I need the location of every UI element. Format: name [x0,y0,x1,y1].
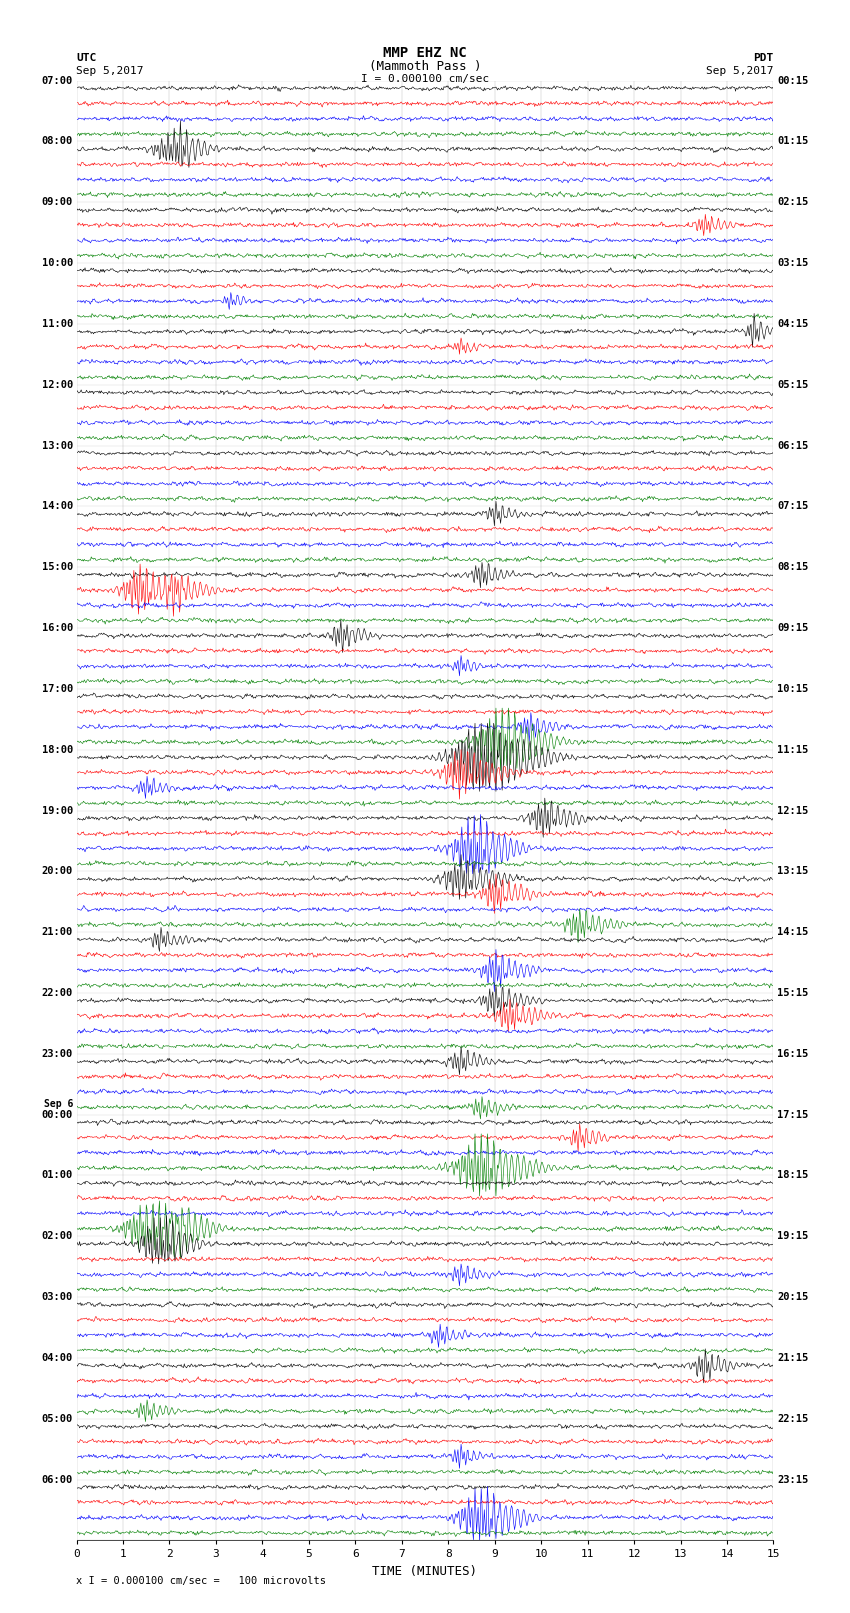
Text: 04:00: 04:00 [42,1353,73,1363]
Text: 07:00: 07:00 [42,76,73,85]
Text: 16:15: 16:15 [777,1048,808,1058]
Text: 15:15: 15:15 [777,989,808,998]
Text: (Mammoth Pass ): (Mammoth Pass ) [369,60,481,73]
Text: 11:15: 11:15 [777,745,808,755]
Text: 21:00: 21:00 [42,927,73,937]
Text: PDT: PDT [753,53,774,63]
Text: Sep 5,2017: Sep 5,2017 [706,66,774,76]
Text: 12:00: 12:00 [42,379,73,390]
Text: 13:00: 13:00 [42,440,73,450]
Text: 22:00: 22:00 [42,989,73,998]
Text: 05:15: 05:15 [777,379,808,390]
Text: 02:00: 02:00 [42,1231,73,1242]
Text: 12:15: 12:15 [777,805,808,816]
Text: 14:00: 14:00 [42,502,73,511]
Text: 13:15: 13:15 [777,866,808,876]
X-axis label: TIME (MINUTES): TIME (MINUTES) [372,1565,478,1578]
Text: 03:00: 03:00 [42,1292,73,1302]
Text: 05:00: 05:00 [42,1413,73,1424]
Text: 17:00: 17:00 [42,684,73,694]
Text: 01:15: 01:15 [777,137,808,147]
Text: 18:15: 18:15 [777,1171,808,1181]
Text: 15:00: 15:00 [42,563,73,573]
Text: 14:15: 14:15 [777,927,808,937]
Text: 16:00: 16:00 [42,623,73,632]
Text: 09:15: 09:15 [777,623,808,632]
Text: 10:00: 10:00 [42,258,73,268]
Text: 01:00: 01:00 [42,1171,73,1181]
Text: 04:15: 04:15 [777,319,808,329]
Text: MMP EHZ NC: MMP EHZ NC [383,47,467,60]
Text: I = 0.000100 cm/sec: I = 0.000100 cm/sec [361,74,489,84]
Text: 06:15: 06:15 [777,440,808,450]
Text: 23:00: 23:00 [42,1048,73,1058]
Text: 22:15: 22:15 [777,1413,808,1424]
Text: 18:00: 18:00 [42,745,73,755]
Text: 11:00: 11:00 [42,319,73,329]
Text: 20:00: 20:00 [42,866,73,876]
Text: 09:00: 09:00 [42,197,73,208]
Text: 21:15: 21:15 [777,1353,808,1363]
Text: 08:15: 08:15 [777,563,808,573]
Text: 23:15: 23:15 [777,1474,808,1484]
Text: 10:15: 10:15 [777,684,808,694]
Text: 07:15: 07:15 [777,502,808,511]
Text: Sep 5,2017: Sep 5,2017 [76,66,144,76]
Text: 00:00: 00:00 [42,1110,73,1119]
Text: 00:15: 00:15 [777,76,808,85]
Text: UTC: UTC [76,53,97,63]
Text: Sep 6: Sep 6 [43,1098,73,1108]
Text: 19:00: 19:00 [42,805,73,816]
Text: 08:00: 08:00 [42,137,73,147]
Text: 03:15: 03:15 [777,258,808,268]
Text: 19:15: 19:15 [777,1231,808,1242]
Text: 06:00: 06:00 [42,1474,73,1484]
Text: 17:15: 17:15 [777,1110,808,1119]
Text: 02:15: 02:15 [777,197,808,208]
Text: x I = 0.000100 cm/sec =   100 microvolts: x I = 0.000100 cm/sec = 100 microvolts [76,1576,326,1586]
Text: 20:15: 20:15 [777,1292,808,1302]
